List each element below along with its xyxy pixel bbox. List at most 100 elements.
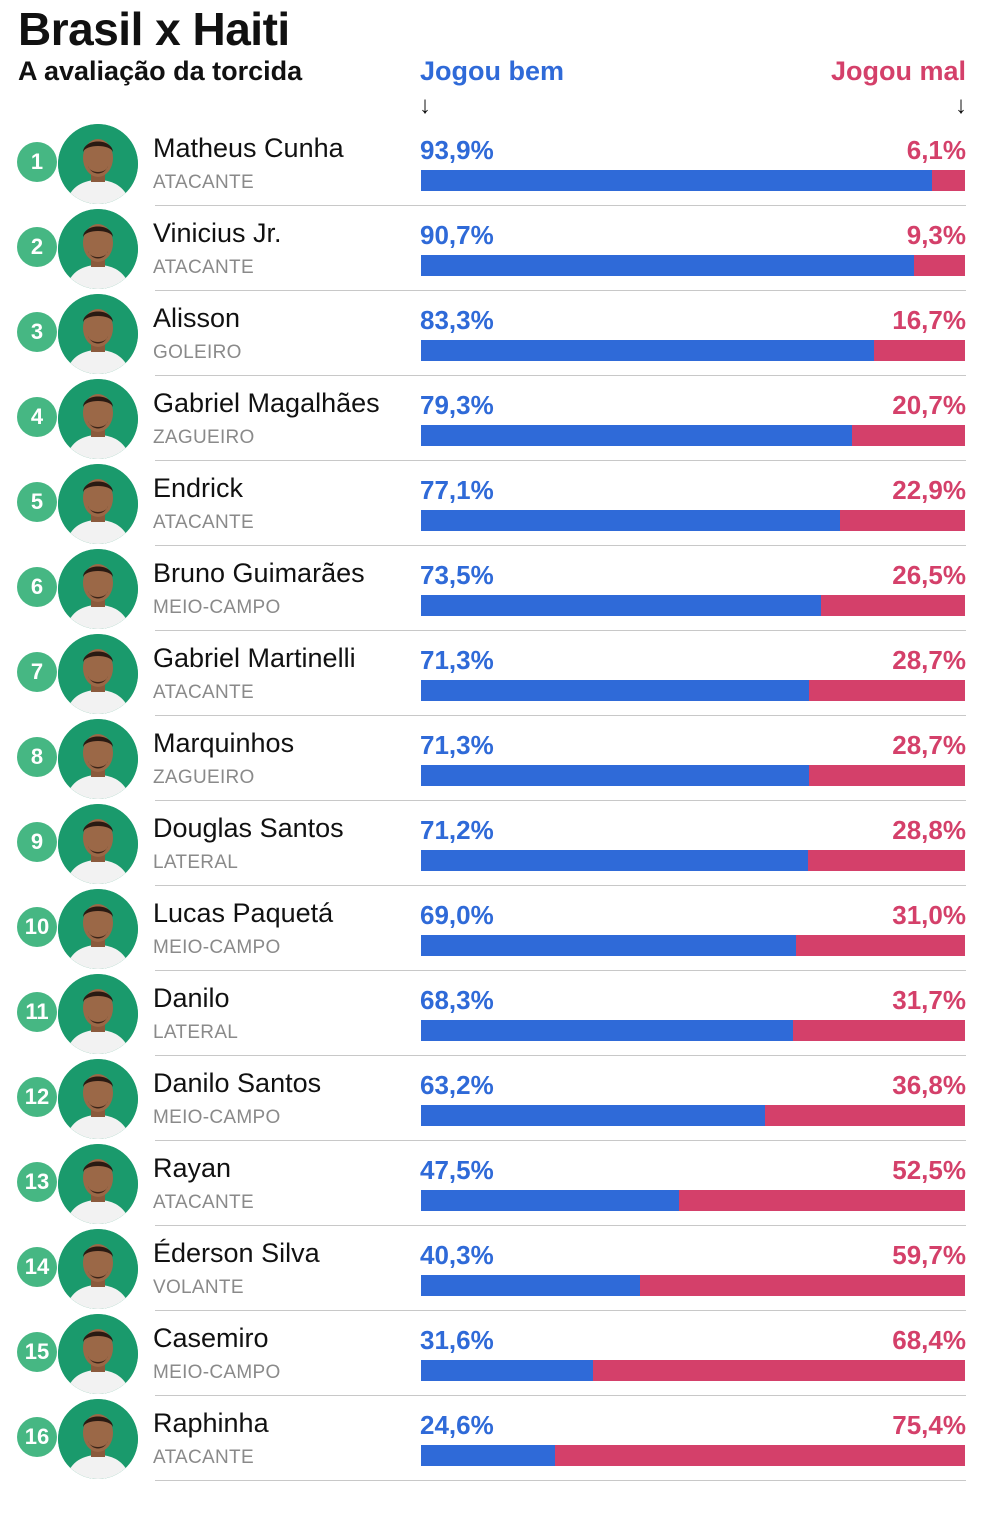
player-position: ATACANTE	[153, 257, 254, 278]
bad-percent-label: 68,4%	[892, 1325, 966, 1355]
good-percent-label: 47,5%	[420, 1155, 494, 1185]
player-rating-list: 1 Matheus Cunha ATACANTE 93,9% 6,1% 2 Vinicius…	[0, 121, 984, 1481]
good-bar-segment	[421, 1275, 641, 1296]
rank-badge: 4	[17, 397, 57, 437]
bad-bar-segment	[421, 850, 965, 871]
row-divider	[155, 800, 966, 801]
rank-badge: 16	[17, 1417, 57, 1457]
player-position: ATACANTE	[153, 172, 254, 193]
rank-badge: 13	[17, 1162, 57, 1202]
rank-badge: 7	[17, 652, 57, 692]
player-name: Casemiro	[153, 1323, 269, 1353]
player-position: VOLANTE	[153, 1277, 244, 1298]
player-name: Bruno Guimarães	[153, 558, 365, 588]
player-row: 1 Matheus Cunha ATACANTE 93,9% 6,1%	[0, 121, 984, 206]
good-percent-label: 71,2%	[420, 815, 494, 845]
rank-badge: 11	[17, 992, 57, 1032]
bad-percent-label: 31,0%	[892, 900, 966, 930]
good-percent-label: 73,5%	[420, 560, 494, 590]
row-divider	[155, 1140, 966, 1141]
good-bar-segment	[421, 595, 821, 616]
player-photo-icon	[58, 1314, 138, 1394]
row-divider	[155, 630, 966, 631]
rank-badge: 2	[17, 227, 57, 267]
rank-badge: 3	[17, 312, 57, 352]
row-divider	[155, 1310, 966, 1311]
good-bar-segment	[421, 765, 809, 786]
good-percent-label: 93,9%	[420, 135, 494, 165]
rank-badge: 8	[17, 737, 57, 777]
bad-bar-segment	[421, 510, 965, 531]
bad-percent-label: 59,7%	[892, 1240, 966, 1270]
bad-percent-label: 6,1%	[906, 135, 966, 165]
player-photo-icon	[58, 719, 138, 799]
player-row: 8 Marquinhos ZAGUEIRO 71,3% 28,7%	[0, 716, 984, 801]
bad-bar-segment	[421, 1275, 965, 1296]
good-bar-segment	[421, 1105, 765, 1126]
good-percent-label: 63,2%	[420, 1070, 494, 1100]
player-photo-icon	[58, 1399, 138, 1479]
player-row: 9 Douglas Santos LATERAL 71,2% 28,8%	[0, 801, 984, 886]
rank-badge: 15	[17, 1332, 57, 1372]
bad-percent-label: 9,3%	[906, 220, 966, 250]
player-position: ATACANTE	[153, 1447, 254, 1468]
row-divider	[155, 885, 966, 886]
player-name: Douglas Santos	[153, 813, 344, 843]
row-divider	[155, 460, 966, 461]
good-percent-label: 69,0%	[420, 900, 494, 930]
bad-percent-label: 22,9%	[892, 475, 966, 505]
player-position: GOLEIRO	[153, 342, 242, 363]
player-name: Gabriel Magalhães	[153, 388, 380, 418]
row-divider	[155, 970, 966, 971]
player-photo-icon	[58, 974, 138, 1054]
row-divider	[155, 1395, 966, 1396]
bad-percent-label: 36,8%	[892, 1070, 966, 1100]
bad-percent-label: 16,7%	[892, 305, 966, 335]
player-row: 16 Raphinha ATACANTE 24,6% 75,4%	[0, 1396, 984, 1481]
player-name: Lucas Paquetá	[153, 898, 334, 928]
player-row: 5 Endrick ATACANTE 77,1% 22,9%	[0, 461, 984, 546]
player-position: MEIO-CAMPO	[153, 937, 281, 958]
row-divider	[155, 545, 966, 546]
good-bar-segment	[421, 170, 932, 191]
bad-percent-label: 26,5%	[892, 560, 966, 590]
player-position: ZAGUEIRO	[153, 767, 255, 788]
rank-badge: 9	[17, 822, 57, 862]
bad-percent-label: 31,7%	[892, 985, 966, 1015]
player-row: 14 Éderson Silva VOLANTE 40,3% 59,7%	[0, 1226, 984, 1311]
player-photo-icon	[58, 1059, 138, 1139]
player-photo-icon	[58, 124, 138, 204]
good-bar-segment	[421, 425, 853, 446]
down-arrow-icon: ↓	[419, 92, 431, 119]
good-bar-segment	[421, 850, 809, 871]
player-name: Danilo	[153, 983, 230, 1013]
player-row: 10 Lucas Paquetá MEIO-CAMPO 69,0% 31,0%	[0, 886, 984, 971]
player-position: LATERAL	[153, 852, 239, 873]
player-row: 15 Casemiro MEIO-CAMPO 31,6% 68,4%	[0, 1311, 984, 1396]
good-percent-label: 71,3%	[420, 645, 494, 675]
player-photo-icon	[58, 294, 138, 374]
row-divider	[155, 290, 966, 291]
player-position: ATACANTE	[153, 682, 254, 703]
player-name: Alisson	[153, 303, 241, 333]
rank-badge: 12	[17, 1077, 57, 1117]
good-percent-label: 90,7%	[420, 220, 494, 250]
good-bar-segment	[421, 935, 797, 956]
row-divider	[155, 715, 966, 716]
player-position: MEIO-CAMPO	[153, 1107, 281, 1128]
player-name: Raphinha	[153, 1408, 269, 1438]
legend-good-label: Jogou bem	[420, 56, 565, 86]
player-photo-icon	[58, 209, 138, 289]
player-name: Gabriel Martinelli	[153, 643, 356, 673]
chart-title: Brasil x Haiti	[18, 3, 290, 55]
bad-bar-segment	[421, 425, 965, 446]
good-bar-segment	[421, 1360, 593, 1381]
good-bar-segment	[421, 1020, 793, 1041]
rank-badge: 5	[17, 482, 57, 522]
down-arrow-icon: ↓	[955, 92, 967, 119]
rank-badge: 1	[17, 142, 57, 182]
player-photo-icon	[58, 634, 138, 714]
row-divider	[155, 1480, 966, 1481]
player-position: LATERAL	[153, 1022, 239, 1043]
player-photo-icon	[58, 464, 138, 544]
